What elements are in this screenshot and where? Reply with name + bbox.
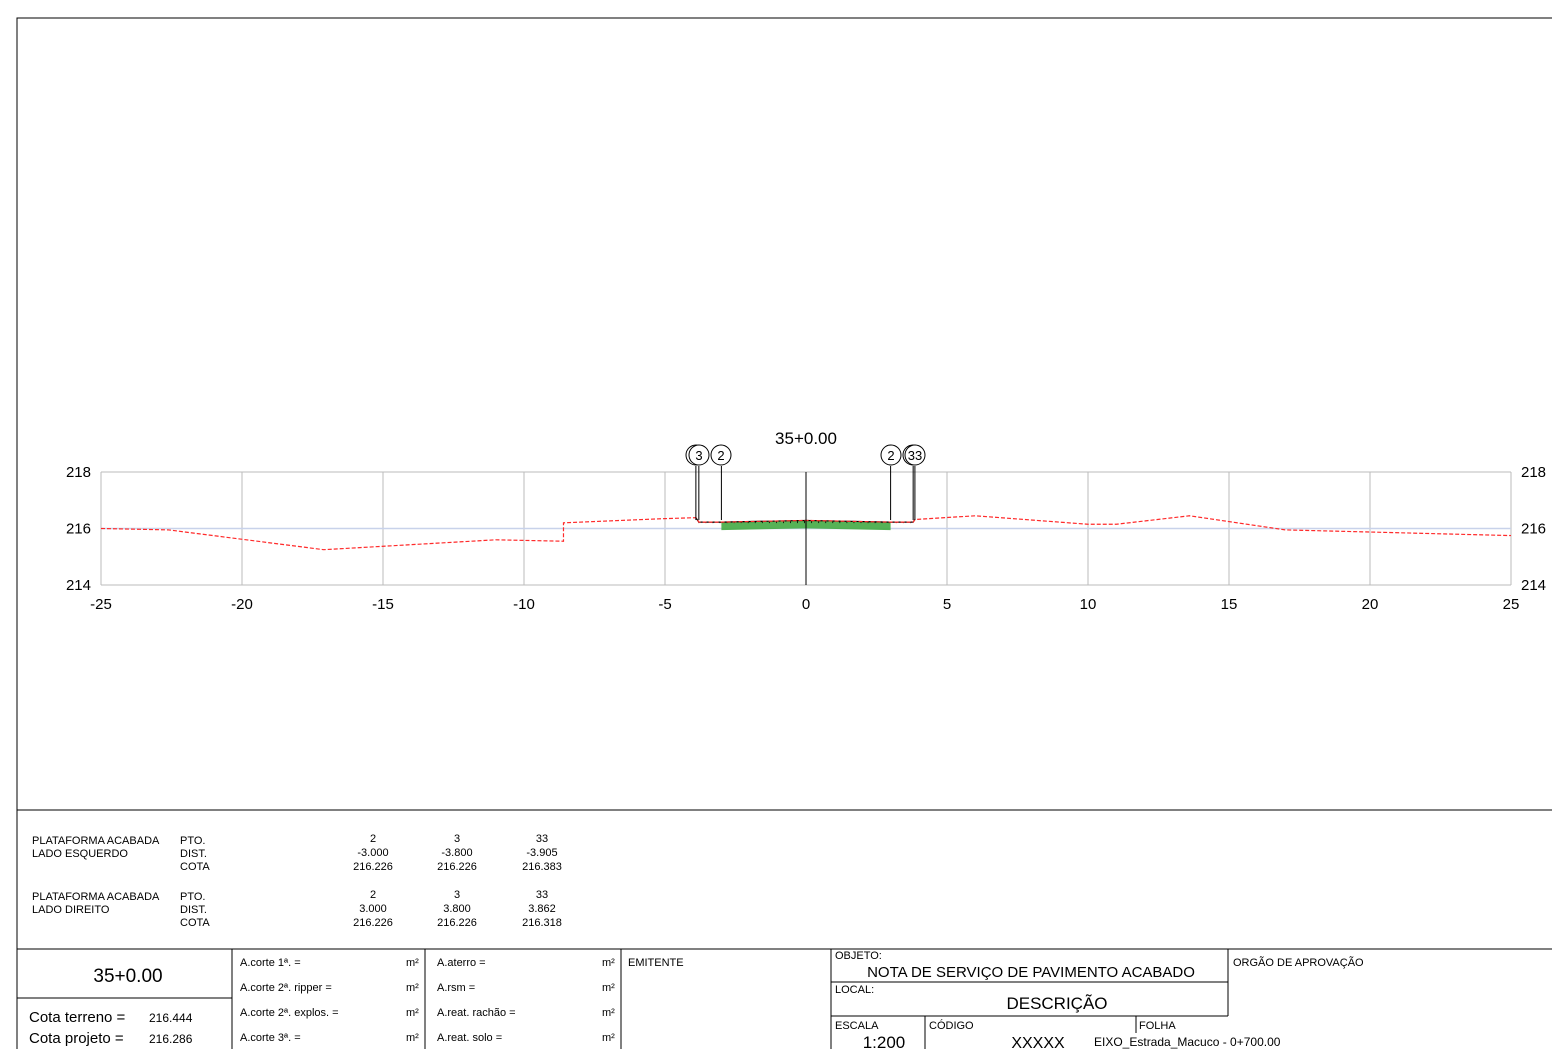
cell-pto: 33 <box>536 833 548 845</box>
cell-pto: 2 <box>370 833 376 845</box>
cell-pto: 3 <box>454 833 460 845</box>
label-cota: COTA <box>180 861 210 873</box>
data-row-title: PLATAFORMA ACABADA <box>32 891 160 903</box>
unit-label: m² <box>602 982 615 994</box>
area-rsm: A.rsm = <box>437 982 475 994</box>
area-corte-1: A.corte 1ª. = <box>240 957 301 969</box>
objeto-value: NOTA DE SERVIÇO DE PAVIMENTO ACABADO <box>867 964 1195 981</box>
marker-label: 2 <box>717 448 724 463</box>
local-value: DESCRIÇÃO <box>1006 994 1107 1013</box>
x-tick-label: -25 <box>90 596 112 613</box>
unit-label: m² <box>406 1032 419 1044</box>
cota-terreno-label: Cota terreno = <box>29 1009 126 1026</box>
label-pto: PTO. <box>180 891 205 903</box>
terrain-line <box>100 515 1512 551</box>
data-row-right: PLATAFORMA ACABADA LADO DIREITO PTO. DIS… <box>32 889 562 929</box>
cota-projeto-value: 216.286 <box>149 1032 193 1046</box>
orgao-aprovacao-label: ORGÃO DE APROVAÇÃO <box>1233 956 1364 969</box>
cell-dist: 3.000 <box>359 903 387 915</box>
cell-dist: 3.862 <box>528 903 556 915</box>
marker-circle <box>904 444 926 466</box>
x-tick-label: -20 <box>231 596 253 613</box>
cell-dist: -3.905 <box>526 847 557 859</box>
x-tick-label: 10 <box>1080 596 1097 613</box>
y-tick-label-left: 218 <box>66 464 91 481</box>
data-row-subtitle: LADO ESQUERDO <box>32 848 128 860</box>
y-tick-label-left: 214 <box>66 577 91 594</box>
y-tick-label-right: 216 <box>1521 521 1546 538</box>
area-reat-solo: A.reat. solo = <box>437 1032 502 1044</box>
station-label: 35+0.00 <box>93 966 162 987</box>
y-tick-label-right: 218 <box>1521 464 1546 481</box>
cell-pto: 2 <box>370 889 376 901</box>
emitente-label: EMITENTE <box>628 957 684 969</box>
cell-cota: 216.383 <box>522 861 562 873</box>
cell-cota: 216.226 <box>353 917 393 929</box>
codigo-value: XXXXX <box>1011 1035 1065 1049</box>
data-row-left: PLATAFORMA ACABADA LADO ESQUERDO PTO. DI… <box>32 833 562 873</box>
marker-label: 33 <box>908 448 922 463</box>
x-tick-label: 25 <box>1503 596 1520 613</box>
data-row-subtitle: LADO DIREITO <box>32 904 110 916</box>
cota-projeto-label: Cota projeto = <box>29 1030 124 1047</box>
label-pto: PTO. <box>180 835 205 847</box>
x-tick-label: -15 <box>372 596 394 613</box>
cross-section-plot: -25 -20 -15 -10 -5 0 5 10 15 20 25 218 218 216 216 214 2… <box>66 429 1546 613</box>
escala-label: ESCALA <box>835 1020 879 1032</box>
y-tick-label-right: 214 <box>1521 577 1546 594</box>
unit-label: m² <box>406 982 419 994</box>
cell-pto: 33 <box>536 889 548 901</box>
label-dist: DIST. <box>180 904 207 916</box>
folha-value: EIXO_Estrada_Macuco - 0+700.00 <box>1094 1035 1281 1049</box>
area-corte-2-ripper: A.corte 2ª. ripper = <box>240 982 332 994</box>
marker-label: 2 <box>887 448 894 463</box>
area-corte-3: A.corte 3ª. = <box>240 1032 301 1044</box>
label-dist: DIST. <box>180 848 207 860</box>
cota-terreno-value: 216.444 <box>149 1011 193 1025</box>
title-block: 35+0.00 Cota terreno = 216.444 Cota proj… <box>17 948 1552 1049</box>
cell-dist: -3.800 <box>441 847 472 859</box>
unit-label: m² <box>406 957 419 969</box>
unit-label: m² <box>602 1032 615 1044</box>
marker-circle <box>880 444 902 466</box>
unit-label: m² <box>602 957 615 969</box>
sheet-border <box>16 17 1552 1049</box>
cell-cota: 216.226 <box>437 861 477 873</box>
area-aterro: A.aterro = <box>437 957 486 969</box>
area-reat-rachao: A.reat. rachão = <box>437 1007 516 1019</box>
y-tick-label-left: 216 <box>66 521 91 538</box>
point-markers: 33322333 <box>685 444 926 521</box>
escala-value: 1:200 <box>863 1033 906 1049</box>
x-tick-label: -5 <box>658 596 671 613</box>
station-title: 35+0.00 <box>775 429 837 448</box>
axis-labels: -25 -20 -15 -10 -5 0 5 10 15 20 25 218 218 216 216 214 2… <box>66 464 1546 613</box>
codigo-label: CÓDIGO <box>929 1019 974 1032</box>
area-corte-2-explos: A.corte 2ª. explos. = <box>240 1007 339 1019</box>
x-tick-label: -10 <box>513 596 535 613</box>
x-tick-label: 15 <box>1221 596 1238 613</box>
marker-circle <box>688 444 710 466</box>
cell-cota: 216.226 <box>353 861 393 873</box>
x-tick-label: 5 <box>943 596 951 613</box>
cell-dist: -3.000 <box>357 847 388 859</box>
x-tick-label: 0 <box>802 596 810 613</box>
objeto-label: OBJETO: <box>835 950 882 962</box>
x-tick-label: 20 <box>1362 596 1379 613</box>
marker-circle <box>710 444 732 466</box>
cell-dist: 3.800 <box>443 903 471 915</box>
marker-label: 3 <box>695 448 702 463</box>
unit-label: m² <box>602 1007 615 1019</box>
cell-cota: 216.318 <box>522 917 562 929</box>
local-label: LOCAL: <box>835 984 874 996</box>
cell-cota: 216.226 <box>437 917 477 929</box>
data-row-title: PLATAFORMA ACABADA <box>32 835 160 847</box>
folha-label: FOLHA <box>1139 1020 1176 1032</box>
cell-pto: 3 <box>454 889 460 901</box>
unit-label: m² <box>406 1007 419 1019</box>
label-cota: COTA <box>180 917 210 929</box>
